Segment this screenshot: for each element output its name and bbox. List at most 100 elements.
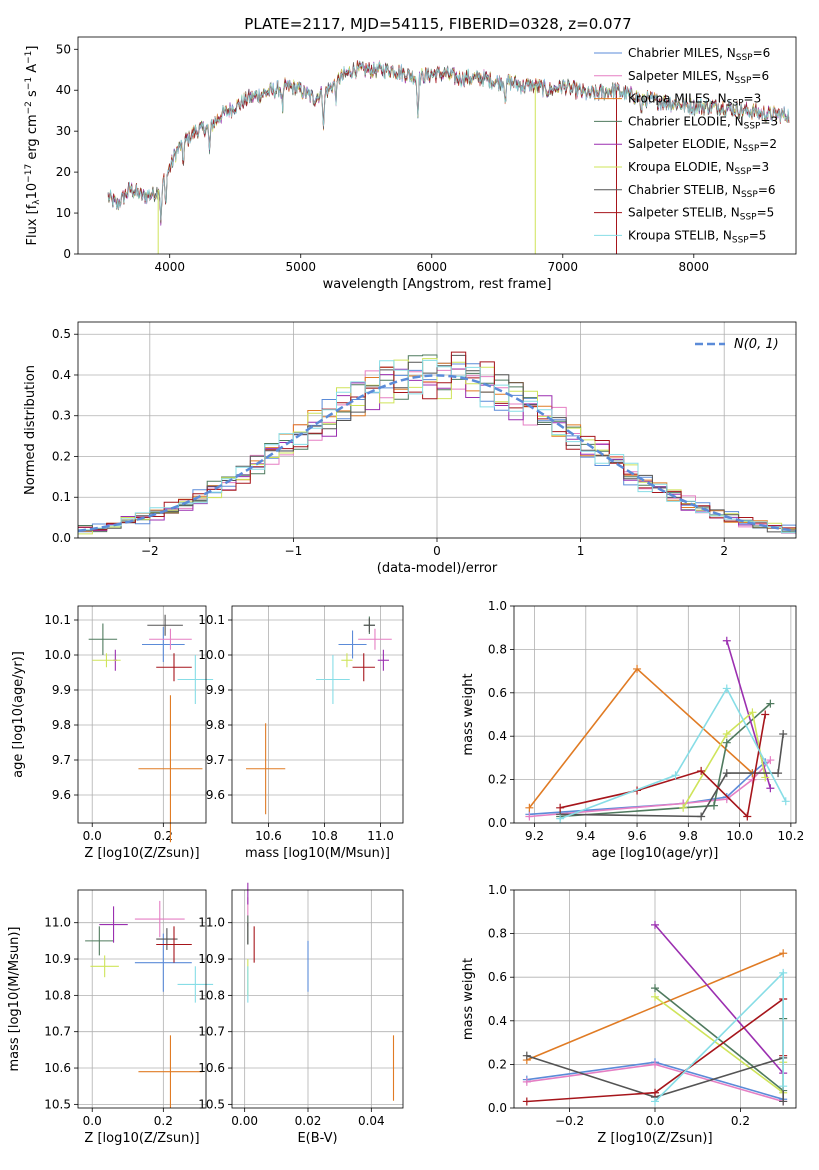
y-tick-label: 0.6 (488, 970, 507, 984)
axes-frame (231, 889, 404, 1109)
legend-sub: SSP (727, 99, 744, 109)
legend-name: Kroupa STELIB, N (628, 228, 732, 242)
weight-marker (748, 708, 757, 717)
weight-marker (671, 771, 680, 780)
y-tick-label: 10.6 (198, 1061, 225, 1075)
weight-marker (722, 636, 731, 645)
legend-eq: =3 (760, 114, 778, 128)
y-tick-label: 9.8 (206, 718, 225, 732)
x-tick-label: 9.6 (628, 829, 647, 843)
y-tick-label: 10.7 (44, 1025, 71, 1039)
legend-sub: SSP (732, 235, 749, 245)
x-axis-label: wavelength [Angstrom, rest frame] (323, 277, 552, 292)
weight-marker (779, 949, 788, 958)
y-tick-label: 11.0 (198, 916, 225, 930)
legend-name: Chabrier ELODIE, N (628, 114, 744, 128)
legend-name: Salpeter ELODIE, N (628, 137, 742, 151)
legend-eq: =6 (753, 46, 771, 60)
legend-name: Salpeter STELIB, N (628, 206, 740, 220)
weight-marker (522, 1051, 531, 1060)
y-tick-label: 10.8 (44, 988, 71, 1002)
y-tick-label: 0.0 (488, 1101, 507, 1115)
y-tick-label: 10.9 (198, 952, 225, 966)
y-tick-label: 10.8 (198, 988, 225, 1002)
x-tick-label: 11.0 (367, 829, 394, 843)
y-tick-label: 0.2 (488, 773, 507, 787)
x-tick-label: −1 (285, 544, 303, 558)
legend-eq: =5 (749, 228, 767, 242)
residuals-axes: −2 −1 0 1 2 0.0 0.1 0.2 0.3 0.4 0.5 (52, 322, 796, 558)
y-tick-label: 10.0 (198, 648, 225, 662)
axes-frame (77, 36, 797, 255)
age_vs_Z-axes: 0.0 0.2 9.6 9.7 9.8 9.9 10.0 10.1 (44, 606, 206, 843)
legend-label: Kroupa STELIB, NSSP=5 (628, 228, 766, 245)
y-tick-label: 0.6 (488, 686, 507, 700)
x-tick-label: 5000 (285, 260, 316, 274)
y-tick-label: 9.7 (52, 753, 71, 767)
weight-marker (761, 773, 770, 782)
legend-sub: SSP (736, 53, 753, 63)
y-tick-label: 30 (56, 124, 71, 138)
y-tick-label: 10.6 (44, 1061, 71, 1075)
legend-name: Kroupa ELODIE, N (628, 160, 735, 174)
legend-eq: =6 (758, 183, 776, 197)
legend-label: Salpeter ELODIE, NSSP=2 (628, 137, 777, 154)
weight-marker (722, 738, 731, 747)
x-tick-label: 9.2 (525, 829, 544, 843)
legend-sub: SSP (741, 190, 758, 200)
y-tick-label: 10.5 (198, 1097, 225, 1111)
legend-label: Kroupa MILES, NSSP=3 (628, 92, 761, 109)
y-tick-label: 20 (56, 165, 71, 179)
legend-sub: SSP (735, 76, 752, 86)
legend-eq: =6 (751, 69, 769, 83)
y-tick-label: 10.7 (198, 1025, 225, 1039)
weight_vs_age-lines (525, 636, 790, 823)
y-tick-label: 10.1 (44, 613, 71, 627)
histogram-series (78, 359, 796, 535)
y-tick-label: 10.1 (198, 613, 225, 627)
weight-marker (761, 710, 770, 719)
weight-marker (779, 1097, 788, 1106)
weight-marker (697, 812, 706, 821)
y-tick-label: 0.2 (52, 449, 71, 463)
x-tick-label: 0.2 (154, 1114, 173, 1128)
weight-series-line (654, 924, 784, 1074)
legend-gaussian-label: N(0, 1) (734, 337, 779, 352)
y-tick-label: 0.4 (488, 1014, 507, 1028)
x-tick-label: 0.2 (154, 829, 173, 843)
y-tick-label: 0.3 (52, 409, 71, 423)
legend-name: Chabrier MILES, N (628, 46, 736, 60)
x-axis-label: age [log10(age/yr)] (592, 846, 719, 861)
spectrum-axes: 4000 5000 6000 7000 8000 0 10 20 30 40 50 (56, 42, 709, 274)
spectrum-series-line (107, 60, 790, 222)
weight-marker (651, 1088, 659, 1097)
weight-marker (766, 784, 775, 793)
y-tick-label: 0.0 (488, 816, 507, 830)
weight-marker (766, 699, 775, 708)
x-tick-label: 0.0 (645, 1114, 664, 1128)
weight-marker (722, 769, 731, 778)
weight-marker (722, 730, 731, 739)
axes-frame (513, 605, 797, 824)
age_vs_mass-points (246, 616, 392, 815)
weight-series-line (529, 759, 771, 818)
y-tick-label: 0.4 (52, 368, 71, 382)
y-tick-label: 10.0 (44, 648, 71, 662)
legend-sub: SSP (744, 121, 761, 131)
weight-marker (522, 1097, 531, 1106)
x-tick-label: 0.0 (83, 1114, 102, 1128)
age_vs_Z-points (88, 614, 214, 843)
x-tick-label: −0.2 (555, 1114, 584, 1128)
legend-name: Chabrier STELIB, N (628, 183, 741, 197)
y-tick-label: 0.8 (488, 927, 507, 941)
histograms (78, 351, 796, 536)
mass_vs_ebv-axes: 0.00 0.02 0.04 10.5 10.6 10.7 10.8 10.9 11.0 (198, 890, 403, 1128)
axes-frame (77, 605, 207, 824)
legend-eq: =3 (751, 160, 769, 174)
x-tick-label: −2 (141, 544, 159, 558)
x-axis-label: mass [log10(M/Msun)] (245, 846, 390, 861)
x-tick-label: 6000 (416, 260, 447, 274)
legend-label: Chabrier MILES, NSSP=6 (628, 46, 770, 63)
weight-marker (766, 756, 775, 765)
